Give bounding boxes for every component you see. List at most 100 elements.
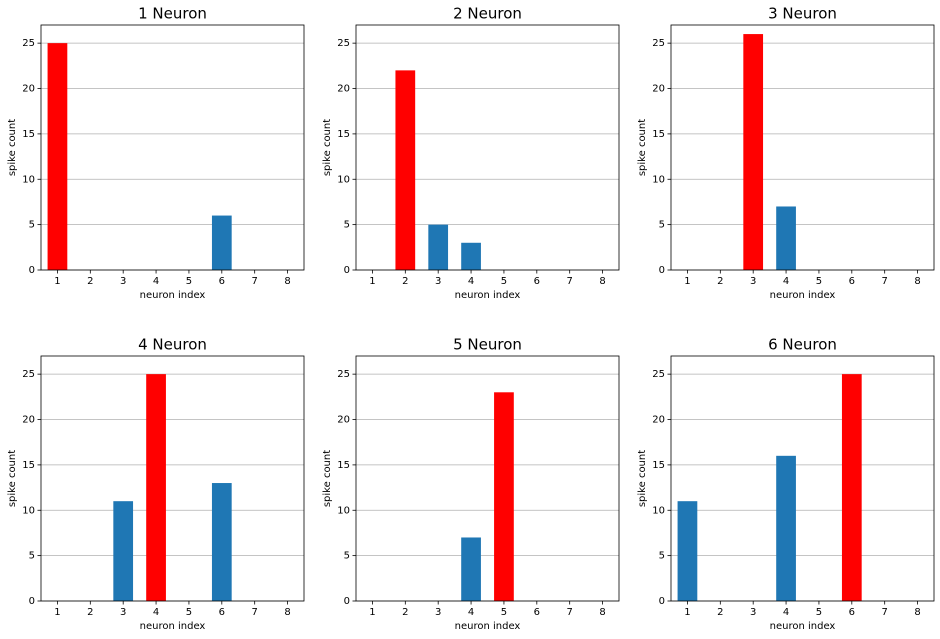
x-tick-label: 3 (120, 276, 126, 287)
chart-title: 4 Neuron (138, 336, 207, 354)
chart-title: 6 Neuron (768, 336, 837, 354)
x-tick-label: 2 (717, 607, 723, 618)
x-tick-label: 6 (219, 276, 225, 287)
x-tick-label: 8 (914, 607, 920, 618)
x-tick-label: 7 (567, 607, 573, 618)
chart-title: 2 Neuron (453, 5, 522, 23)
x-axis-label: neuron index (140, 290, 206, 301)
x-tick-label: 6 (849, 607, 855, 618)
x-tick-label: 1 (684, 276, 690, 287)
y-tick-label: 20 (337, 84, 350, 95)
x-tick-label: 5 (501, 276, 507, 287)
x-tick-label: 8 (284, 276, 290, 287)
x-tick-label: 6 (534, 607, 540, 618)
y-tick-label: 0 (344, 265, 350, 276)
chart-title: 5 Neuron (453, 336, 522, 354)
y-tick-label: 15 (337, 129, 350, 140)
y-axis-label: spike count (7, 119, 18, 176)
y-tick-label: 5 (29, 220, 35, 231)
y-tick-label: 5 (344, 551, 350, 562)
x-axis-label: neuron index (455, 621, 521, 632)
bar (461, 242, 481, 270)
bar (395, 70, 416, 271)
y-tick-label: 0 (29, 596, 35, 607)
x-tick-label: 4 (783, 276, 789, 287)
y-tick-label: 15 (22, 460, 35, 471)
x-axis-label: neuron index (140, 621, 206, 632)
x-tick-label: 8 (599, 276, 605, 287)
y-tick-label: 20 (22, 84, 35, 95)
x-tick-label: 5 (816, 276, 822, 287)
bar (113, 501, 134, 601)
x-tick-label: 4 (153, 607, 159, 618)
bar (428, 224, 449, 270)
x-tick-label: 5 (501, 607, 507, 618)
y-tick-label: 25 (22, 38, 35, 49)
bar (461, 537, 481, 601)
bar (211, 215, 232, 270)
bar (146, 374, 166, 601)
x-tick-label: 7 (252, 607, 258, 618)
plot-frame (40, 24, 305, 271)
x-tick-label: 7 (252, 276, 258, 287)
y-tick-label: 25 (652, 38, 665, 49)
y-tick-label: 5 (344, 220, 350, 231)
y-tick-label: 10 (652, 174, 665, 185)
x-tick-label: 7 (567, 276, 573, 287)
x-tick-label: 8 (599, 607, 605, 618)
x-tick-label: 5 (186, 276, 192, 287)
y-tick-label: 15 (652, 460, 665, 471)
y-tick-label: 5 (29, 551, 35, 562)
y-tick-label: 5 (659, 551, 665, 562)
bar (776, 455, 796, 601)
plot-frame (670, 24, 935, 271)
plot-frame (670, 355, 935, 602)
x-tick-label: 3 (435, 276, 441, 287)
x-tick-label: 2 (717, 276, 723, 287)
y-tick-label: 10 (22, 174, 35, 185)
bar (841, 374, 862, 601)
bar (211, 483, 232, 601)
y-axis-label: spike count (322, 450, 333, 507)
y-axis-label: spike count (322, 119, 333, 176)
y-tick-label: 0 (659, 265, 665, 276)
y-tick-label: 25 (337, 38, 350, 49)
x-tick-label: 3 (750, 276, 756, 287)
x-tick-label: 3 (120, 607, 126, 618)
y-tick-label: 10 (337, 174, 350, 185)
y-tick-label: 0 (29, 265, 35, 276)
x-tick-label: 8 (284, 607, 290, 618)
y-tick-label: 5 (659, 220, 665, 231)
x-tick-label: 1 (369, 276, 375, 287)
x-tick-label: 3 (750, 607, 756, 618)
x-tick-label: 6 (849, 276, 855, 287)
y-axis-label: spike count (637, 119, 648, 176)
x-tick-label: 6 (534, 276, 540, 287)
y-tick-label: 10 (652, 505, 665, 516)
y-tick-label: 20 (652, 84, 665, 95)
x-tick-label: 5 (816, 607, 822, 618)
plot-frame (355, 355, 620, 602)
x-tick-label: 8 (914, 276, 920, 287)
x-tick-label: 2 (87, 607, 93, 618)
x-tick-label: 2 (87, 276, 93, 287)
y-tick-label: 20 (652, 415, 665, 426)
bar (47, 43, 68, 270)
y-tick-label: 20 (22, 415, 35, 426)
y-tick-label: 10 (22, 505, 35, 516)
chart-title: 3 Neuron (768, 5, 837, 23)
bar (494, 392, 514, 601)
x-tick-label: 7 (882, 607, 888, 618)
bar (743, 34, 764, 271)
y-tick-label: 20 (337, 415, 350, 426)
x-tick-label: 2 (402, 607, 408, 618)
y-tick-label: 25 (22, 369, 35, 380)
x-tick-label: 4 (783, 607, 789, 618)
x-tick-label: 4 (468, 607, 474, 618)
chart-title: 1 Neuron (138, 5, 207, 23)
x-tick-label: 6 (219, 607, 225, 618)
x-tick-label: 3 (435, 607, 441, 618)
x-tick-label: 1 (54, 607, 60, 618)
y-tick-label: 0 (344, 596, 350, 607)
